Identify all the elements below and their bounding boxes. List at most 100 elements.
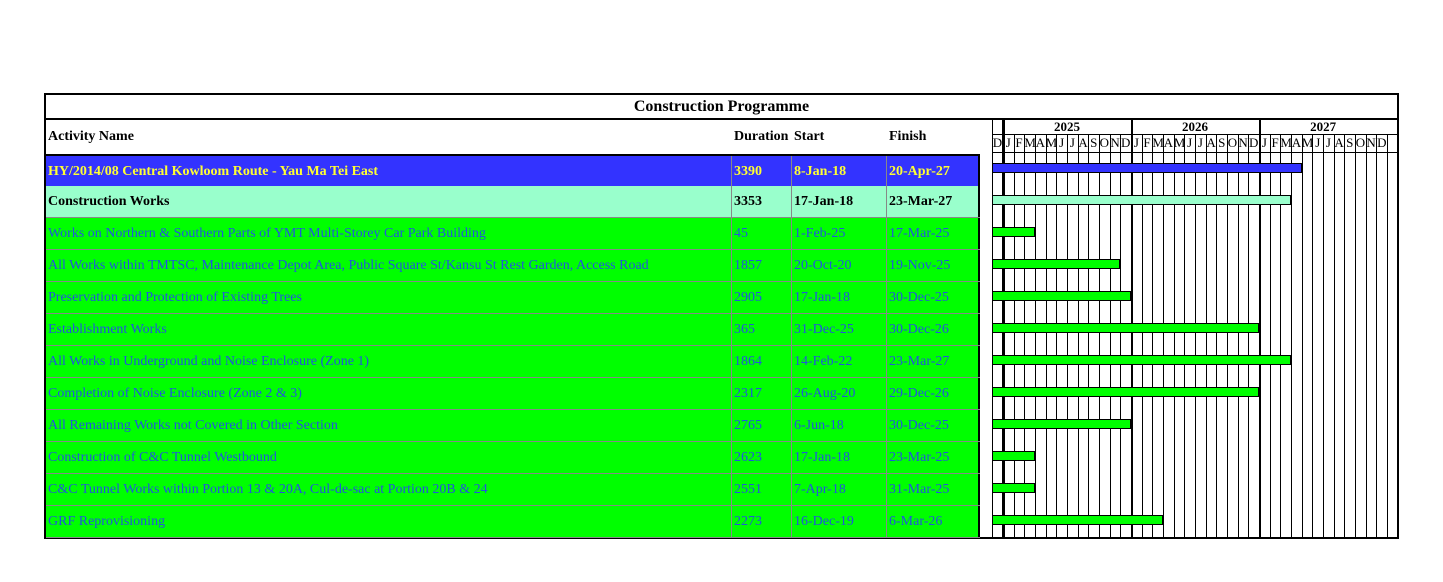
cell-duration: 3353 <box>732 186 792 217</box>
cell-finish: 23-Mar-25 <box>887 442 980 473</box>
cell-name: Works on Northern & Southern Parts of YM… <box>46 218 732 249</box>
cell-name: Completion of Noise Enclosure (Zone 2 & … <box>46 378 732 409</box>
month-label: O <box>1099 135 1110 150</box>
cell-start: 17-Jan-18 <box>792 186 887 217</box>
gantt-bar <box>992 387 1260 397</box>
cell-finish: 23-Mar-27 <box>887 186 980 217</box>
header-finish: Finish <box>889 129 927 144</box>
cell-start: 8-Jan-18 <box>792 156 887 187</box>
cell-start: 20-Oct-20 <box>792 250 887 281</box>
month-label: F <box>1015 135 1023 150</box>
gantt-bar <box>992 323 1260 333</box>
month-label: A <box>1035 135 1046 150</box>
gantt-gridline <box>1024 135 1026 537</box>
month-label: D <box>992 135 1003 150</box>
gantt-gridline <box>1387 135 1389 537</box>
header-duration: Duration <box>734 129 789 144</box>
cell-start: 16-Dec-19 <box>792 506 887 537</box>
month-label: M <box>1024 135 1036 150</box>
gantt-gridline <box>1163 135 1165 537</box>
table-row: All Works within TMTSC, Maintenance Depo… <box>46 250 980 282</box>
gantt-bar <box>992 419 1132 429</box>
month-label: A <box>1206 135 1216 150</box>
month-label: O <box>1355 135 1366 150</box>
cell-finish: 30-Dec-25 <box>887 282 980 313</box>
gantt-gridline <box>1237 135 1239 537</box>
table-row: GRF Reprovisioning 2273 16-Dec-19 6-Mar-26 <box>46 506 980 538</box>
gantt-gridline <box>1376 135 1378 537</box>
cell-duration: 2273 <box>732 506 792 537</box>
month-label: S <box>1090 135 1098 150</box>
cell-name: Construction Works <box>46 186 732 217</box>
month-label: M <box>1280 135 1292 150</box>
year-label: 2025 <box>1054 119 1081 134</box>
gantt-gridline <box>1152 135 1154 537</box>
cell-finish: 23-Mar-27 <box>887 346 980 377</box>
month-label: S <box>1346 135 1354 150</box>
month-label: J <box>1069 135 1075 150</box>
cell-start: 17-Jan-18 <box>792 282 887 313</box>
gantt-gridline <box>1077 135 1079 537</box>
cell-start: 14-Feb-22 <box>792 346 887 377</box>
month-label: A <box>1163 135 1174 150</box>
month-label: D <box>1377 135 1387 150</box>
gantt-gridline <box>1301 135 1303 537</box>
gantt-header-divider <box>992 152 1397 153</box>
cell-duration: 2905 <box>732 282 792 313</box>
month-label: J <box>1133 135 1139 150</box>
cell-duration: 2765 <box>732 410 792 441</box>
gantt-bar <box>992 195 1292 205</box>
month-label: J <box>1059 135 1065 150</box>
month-label: M <box>1173 135 1186 150</box>
table-title: Construction Programme <box>46 95 1397 120</box>
gantt-gridline <box>1248 135 1250 537</box>
gantt-gridline <box>1291 135 1293 537</box>
cell-duration: 1857 <box>732 250 792 281</box>
cell-name: Preservation and Protection of Existing … <box>46 282 732 313</box>
cell-duration: 2623 <box>732 442 792 473</box>
gantt-bar <box>992 515 1164 525</box>
cell-finish: 17-Mar-25 <box>887 218 980 249</box>
month-label: J <box>1197 135 1203 150</box>
year-label: 2027 <box>1310 119 1337 134</box>
cell-start: 6-Jun-18 <box>792 410 887 441</box>
cell-duration: 45 <box>732 218 792 249</box>
cell-finish: 6-Mar-26 <box>887 506 980 537</box>
cell-name: GRF Reprovisioning <box>46 506 732 537</box>
cell-start: 17-Jan-18 <box>792 442 887 473</box>
cell-finish: 30-Dec-25 <box>887 410 980 441</box>
month-label: O <box>1227 135 1238 150</box>
month-label: A <box>1291 135 1302 150</box>
table-row: Construction of C&C Tunnel Westbound 2623… <box>46 442 980 474</box>
cell-start: 31-Dec-25 <box>792 314 887 345</box>
gantt-gridline <box>1173 135 1175 537</box>
month-label: J <box>1005 135 1011 150</box>
gantt-gridline <box>1259 118 1262 537</box>
cell-duration: 365 <box>732 314 792 345</box>
cell-finish: 29-Dec-26 <box>887 378 980 409</box>
header-activity-name: Activity Name <box>48 129 134 144</box>
gantt-header-divider <box>992 134 1397 135</box>
month-label: N <box>1238 135 1248 150</box>
cell-name: C&C Tunnel Works within Portion 13 & 20A… <box>46 474 732 505</box>
cell-start: 26-Aug-20 <box>792 378 887 409</box>
month-label: S <box>1218 135 1226 150</box>
cell-finish: 31-Mar-25 <box>887 474 980 505</box>
table-row: Establishment Works 365 31-Dec-25 30-Dec-26 <box>46 314 980 346</box>
cell-duration: 2317 <box>732 378 792 409</box>
gantt-gridline <box>1109 135 1111 537</box>
gantt-bar <box>992 163 1302 173</box>
gantt-gridline <box>1067 135 1069 537</box>
table-row: Works on Northern & Southern Parts of YM… <box>46 218 980 250</box>
gantt-chart: D J F M A M J J A S O N D J F M A M J J A S O N D J F M A M J J A S O N D 202… <box>990 118 1397 537</box>
construction-programme-table: Construction Programme Activity Name Dur… <box>44 93 1399 539</box>
gantt-gridline <box>1184 135 1186 537</box>
cell-start: 1-Feb-25 <box>792 218 887 249</box>
gantt-gridline <box>1269 135 1271 537</box>
gantt-gridline <box>1056 135 1058 537</box>
cell-finish: 20-Apr-27 <box>887 156 980 187</box>
month-label: F <box>1143 135 1151 150</box>
header-start: Start <box>794 129 825 144</box>
month-label: J <box>1187 135 1193 150</box>
gantt-gridline <box>1088 135 1090 537</box>
